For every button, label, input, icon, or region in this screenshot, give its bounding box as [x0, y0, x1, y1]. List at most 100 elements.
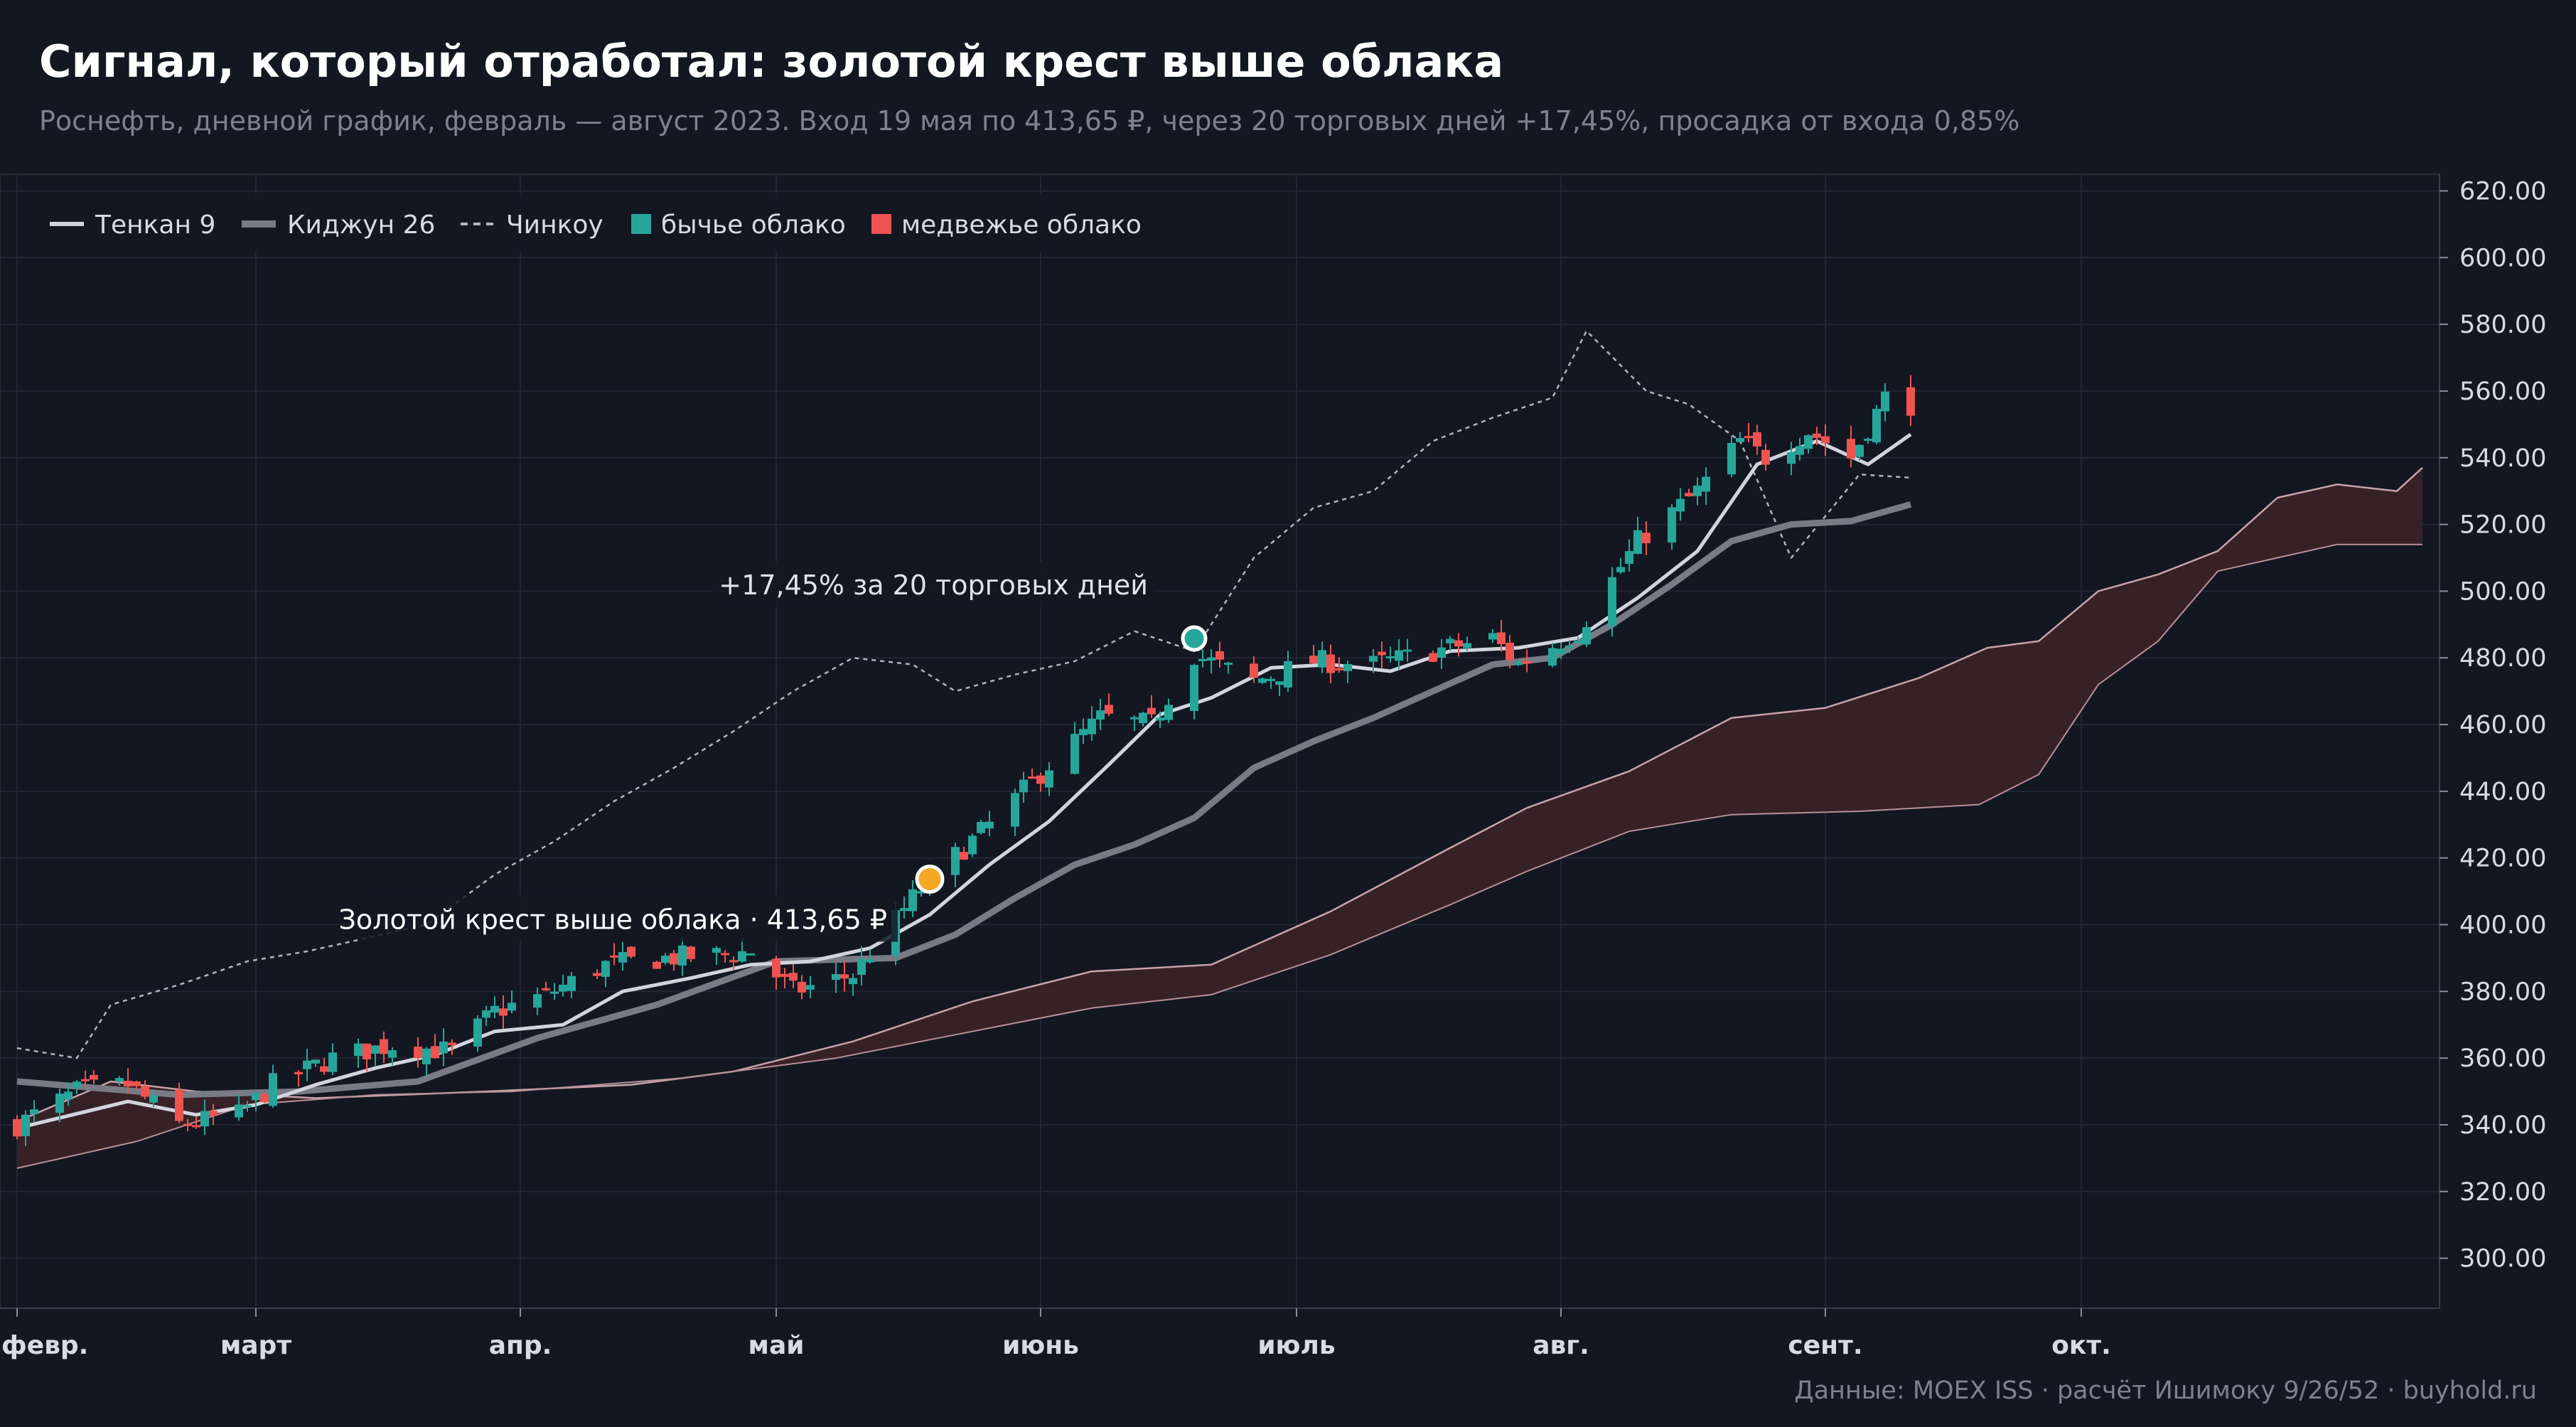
bull-candle — [269, 1073, 277, 1106]
legend-label-kijun: Киджун 26 — [287, 210, 435, 240]
bear-candle — [209, 1111, 218, 1116]
bear-candle — [687, 946, 695, 959]
bear-candle — [1215, 651, 1224, 660]
bull-candle — [849, 978, 857, 985]
bear-candle — [670, 953, 678, 965]
bull-candle — [1395, 650, 1403, 661]
legend: Тенкан 9 Киджун 26 Чинкоу бычье облако медве… — [27, 193, 1157, 253]
chart-title: Сигнал, который отработал: золотой крест… — [39, 36, 1504, 87]
bear-candle — [448, 1042, 456, 1046]
x-tick-label: авг. — [1533, 1331, 1589, 1360]
bull-candle — [1514, 663, 1523, 666]
bear-candle — [780, 973, 789, 977]
entry-label-bg — [358, 894, 898, 942]
bull-candle — [1198, 658, 1207, 661]
bear-candle — [1847, 439, 1855, 459]
bear-candle — [610, 955, 618, 958]
bull-candle — [908, 889, 917, 912]
bear-candle — [627, 946, 635, 957]
bull-candle — [73, 1081, 81, 1088]
bear-candle — [729, 960, 738, 963]
bull-candle — [1864, 439, 1872, 442]
bear-candle — [542, 988, 550, 990]
y-tick-label: 520.00 — [2459, 511, 2546, 540]
bear-candle — [1813, 433, 1821, 438]
y-tick-label: 620.00 — [2459, 177, 2546, 205]
chart-grid — [0, 173, 2440, 1309]
y-tick-label: 320.00 — [2459, 1178, 2546, 1207]
bear-candle — [1761, 449, 1770, 465]
entry-marker — [915, 864, 945, 894]
bull-candle — [1258, 678, 1267, 683]
senkou-b-line — [16, 543, 2422, 1169]
chikou-line — [16, 330, 1911, 1059]
signal-markers — [915, 625, 1208, 894]
bear-candle — [1753, 432, 1761, 447]
bull-candle — [243, 1105, 252, 1108]
bull-candle — [1702, 476, 1710, 492]
bull-candle — [1608, 577, 1616, 626]
bull-candle — [1488, 633, 1497, 640]
bull-candle — [1079, 729, 1088, 735]
y-tick-label: 540.00 — [2459, 444, 2546, 473]
bear-candle — [90, 1074, 98, 1080]
legend-label-bear_cloud: медвежье облако — [901, 210, 1142, 240]
bull-candle — [1565, 645, 1574, 648]
x-tick-label: июль — [1257, 1331, 1335, 1360]
bear-candle — [1454, 640, 1463, 647]
y-tick-label: 360.00 — [2459, 1044, 2546, 1073]
legend-label-bull_cloud: бычье облако — [661, 210, 846, 240]
bull-candle — [951, 847, 960, 875]
bull-candle — [115, 1078, 124, 1082]
bear-candle — [431, 1046, 439, 1059]
bear-candle — [1506, 642, 1514, 661]
bull-candle — [1386, 656, 1395, 658]
bull-candle — [1224, 663, 1233, 666]
ichimoku-cloud — [16, 466, 2423, 1169]
bear-candle — [363, 1043, 371, 1059]
bear-candle — [1250, 663, 1258, 678]
bear-candle — [1309, 656, 1318, 664]
bull-candle — [1676, 498, 1685, 512]
x-tick-label: март — [220, 1331, 291, 1360]
bull-candle — [832, 974, 840, 980]
y-tick-label: 340.00 — [2459, 1111, 2546, 1140]
bull-candle — [738, 951, 746, 962]
bear-candle — [1028, 776, 1036, 779]
exit-marker — [1181, 625, 1208, 652]
bull-candle — [508, 1003, 516, 1011]
bull-candle — [1190, 665, 1198, 711]
bear-candle — [1523, 661, 1531, 664]
bull-candle — [149, 1095, 158, 1103]
bull-candle — [1736, 438, 1744, 442]
bear-candle — [840, 974, 849, 979]
bull-candle — [422, 1048, 431, 1064]
bear-candle — [183, 1123, 192, 1126]
bull-candle — [1275, 681, 1284, 685]
annotations: Золотой крест выше облака · 413,65 ₽ +17,… — [339, 562, 1159, 942]
bull-candle — [303, 1060, 311, 1069]
bear-candle — [320, 1066, 328, 1072]
bull-candle — [1463, 643, 1471, 648]
bull-candle — [1318, 650, 1326, 668]
bear-candle — [175, 1089, 183, 1121]
bull-candle — [1207, 657, 1215, 661]
bull-candle — [1139, 712, 1147, 724]
x-tick-label: май — [748, 1331, 805, 1360]
bear-candle — [1036, 775, 1045, 784]
bull-candle — [55, 1094, 64, 1113]
bear-candle — [141, 1086, 149, 1097]
bull-candle — [567, 976, 576, 991]
bull-candle — [1045, 770, 1053, 788]
x-tick-label: сент. — [1788, 1331, 1862, 1360]
bull-candle — [661, 955, 670, 963]
legend-label-chikou: Чинкоу — [506, 210, 603, 240]
bull-candle — [473, 1018, 482, 1047]
bear-candle — [260, 1094, 269, 1103]
bull-candle — [1019, 779, 1028, 793]
entry-label: Золотой крест выше облака · 413,65 ₽ — [339, 904, 887, 935]
bull-candle — [1796, 446, 1804, 455]
bear-candle — [1642, 533, 1651, 544]
bull-candle — [1668, 507, 1676, 543]
bear-candle — [1326, 654, 1335, 673]
